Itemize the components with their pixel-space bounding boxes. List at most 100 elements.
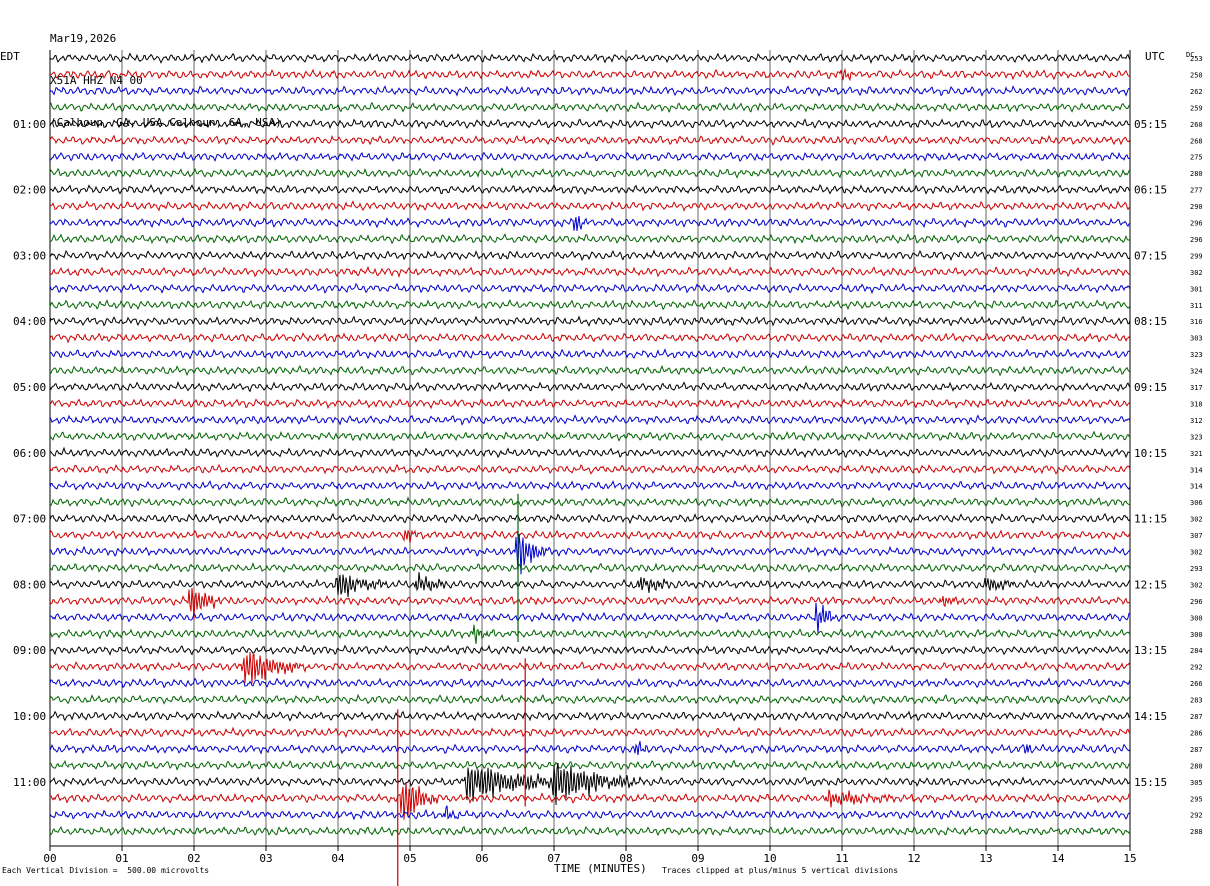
left-timezone-label: EDT (0, 50, 20, 63)
trace-row (49, 624, 1131, 644)
dc-offset-value: 312 (1190, 417, 1203, 425)
trace-row (49, 85, 1131, 97)
trace-group (49, 52, 1131, 886)
chart-date: Mar19,2026 (50, 32, 117, 45)
left-hour-label: 03:00 (13, 249, 46, 262)
left-hour-label: 07:00 (13, 513, 46, 526)
dc-offset-value: 324 (1190, 368, 1203, 376)
dc-offset-value: 303 (1190, 335, 1203, 343)
x-tick-label: 02 (187, 852, 200, 865)
trace-row (49, 101, 1131, 114)
dc-offset-value: 286 (1190, 729, 1203, 737)
dc-offset-value: 300 (1190, 631, 1203, 639)
x-tick-label: 04 (331, 852, 345, 865)
trace-row (49, 602, 1131, 634)
trace-row (49, 781, 1131, 820)
dc-offset-value: 293 (1190, 565, 1203, 573)
x-axis-title: TIME (MINUTES) (554, 862, 647, 875)
dc-offset-value: 299 (1190, 252, 1203, 260)
x-tick-label: 14 (1051, 852, 1065, 865)
dc-offset-header: DC (1186, 51, 1194, 59)
dc-offset-value: 311 (1190, 302, 1203, 310)
dc-offset-value: 302 (1190, 516, 1203, 524)
dc-offset-value: 268 (1190, 137, 1203, 145)
trace-row (49, 512, 1131, 525)
trace-row (49, 496, 1131, 508)
right-hour-label: 09:15 (1134, 381, 1167, 394)
dc-offset-value: 275 (1190, 154, 1203, 162)
trace-row (49, 67, 1131, 82)
trace-row (49, 348, 1130, 360)
trace-row (49, 315, 1131, 327)
trace-row (49, 805, 1131, 821)
dc-offset-value: 280 (1190, 170, 1203, 178)
dc-offset-value: 287 (1190, 746, 1203, 754)
dc-offset-value: 280 (1190, 762, 1203, 770)
trace-row (49, 364, 1131, 377)
dc-offset-value: 259 (1190, 104, 1203, 112)
dc-offset-value: 295 (1190, 795, 1203, 803)
trace-row (49, 759, 1130, 772)
trace-row (49, 562, 1131, 574)
dc-offset-value: 318 (1190, 400, 1203, 408)
clipping-note: Traces clipped at plus/minus 5 vertical … (662, 866, 899, 875)
dc-offset-value: 296 (1190, 598, 1203, 606)
dc-offset-value: 314 (1190, 483, 1203, 491)
dc-offset-value: 288 (1190, 828, 1203, 836)
right-hour-label: 08:15 (1134, 315, 1167, 328)
trace-row (49, 265, 1131, 279)
dc-offset-value: 284 (1190, 647, 1203, 655)
trace-row (49, 216, 1131, 232)
dc-offset-value: 262 (1190, 88, 1203, 96)
x-tick-label: 05 (403, 852, 416, 865)
dc-offset-value: 302 (1190, 581, 1203, 589)
x-tick-label: 00 (43, 852, 56, 865)
trace-row (49, 529, 1131, 543)
x-tick-label: 15 (1123, 852, 1136, 865)
trace-row (49, 446, 1131, 459)
dc-offset-value: 306 (1190, 499, 1203, 507)
trace-row (49, 677, 1131, 689)
x-tick-label: 12 (907, 852, 920, 865)
trace-row (49, 332, 1131, 344)
trace-row (49, 397, 1131, 410)
dc-offset-value: 296 (1190, 220, 1203, 228)
right-hour-label: 15:15 (1134, 776, 1167, 789)
dc-offset-value: 253 (1190, 55, 1203, 63)
left-hour-label: 06:00 (13, 447, 46, 460)
trace-row (49, 200, 1131, 212)
left-hour-label: 05:00 (13, 381, 46, 394)
dc-offset-value: 317 (1190, 384, 1203, 392)
trace-row (49, 480, 1131, 492)
trace-row (49, 572, 1131, 598)
trace-row (49, 249, 1131, 262)
trace-row (49, 299, 1131, 311)
time-grid (49, 50, 1131, 851)
x-tick-label: 03 (259, 852, 272, 865)
x-tick-label: 01 (115, 852, 128, 865)
x-tick-label: 11 (835, 852, 848, 865)
x-tick-label: 13 (979, 852, 992, 865)
right-hour-label: 14:15 (1134, 710, 1167, 723)
trace-row (49, 134, 1131, 146)
trace-row (49, 151, 1131, 163)
left-hour-label: 02:00 (13, 184, 46, 197)
dc-offset-value: 314 (1190, 466, 1203, 474)
trace-row (49, 380, 1131, 393)
left-hour-label: 04:00 (13, 315, 46, 328)
right-hour-label: 12:15 (1134, 578, 1167, 591)
trace-row (49, 710, 1131, 722)
dc-offset-value: 287 (1190, 713, 1203, 721)
x-tick-label: 06 (475, 852, 488, 865)
trace-row (49, 414, 1131, 426)
right-timezone-label: UTC (1145, 50, 1165, 63)
dc-offset-value: 260 (1190, 121, 1203, 129)
trace-row (49, 644, 1131, 656)
right-hour-label: 06:15 (1134, 184, 1167, 197)
dc-offset-value: 301 (1190, 285, 1203, 293)
dc-offset-value: 292 (1190, 812, 1203, 820)
trace-row (49, 118, 1131, 130)
trace-row (49, 762, 1131, 806)
trace-row (50, 233, 1131, 245)
right-hour-label: 10:15 (1134, 447, 1167, 460)
